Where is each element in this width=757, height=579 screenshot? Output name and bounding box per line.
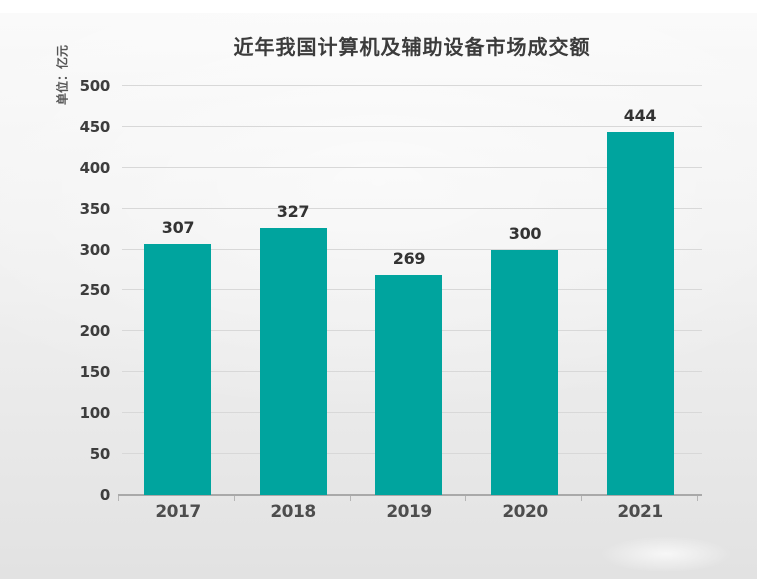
x-tick-label: 2020 xyxy=(502,502,548,522)
y-tick-label: 50 xyxy=(89,445,111,463)
x-tick-label: 2017 xyxy=(155,502,201,522)
x-tick-label: 2021 xyxy=(617,502,663,522)
axis-tick xyxy=(581,496,582,501)
bar xyxy=(375,275,442,495)
y-tick-label: 350 xyxy=(79,200,111,218)
bar xyxy=(260,228,327,495)
axis-tick xyxy=(465,496,466,501)
bar-value-label: 269 xyxy=(392,249,426,268)
chart-title: 近年我国计算机及辅助设备市场成交额 xyxy=(233,35,591,59)
bar xyxy=(491,250,558,495)
bar xyxy=(607,132,674,495)
gridline xyxy=(122,249,702,250)
axis-tick xyxy=(234,496,235,501)
axis-tick xyxy=(350,496,351,501)
y-tick-label: 400 xyxy=(79,159,111,177)
bar xyxy=(144,244,211,495)
plot-area: 0 50 100 150 200 250 300 350 400 450 500 307 2017 327… xyxy=(80,77,702,522)
bar-value-label: 327 xyxy=(276,202,310,221)
x-tick-label: 2019 xyxy=(386,502,432,522)
y-axis-unit-label: 单位：亿元 xyxy=(55,44,70,106)
y-tick-label: 200 xyxy=(79,322,111,340)
x-tick-label: 2018 xyxy=(270,502,316,522)
gridline xyxy=(122,208,702,209)
y-tick-label: 450 xyxy=(79,118,111,136)
gridline xyxy=(122,167,702,168)
bar-value-label: 300 xyxy=(508,224,542,243)
x-axis-line xyxy=(118,494,702,496)
watermark xyxy=(575,529,757,579)
y-tick-label: 150 xyxy=(79,363,111,381)
axis-tick xyxy=(697,496,698,501)
y-tick-label: 250 xyxy=(79,281,111,299)
y-tick-label: 300 xyxy=(79,241,111,259)
bar-value-label: 444 xyxy=(623,106,657,125)
y-tick-label: 0 xyxy=(99,486,110,504)
gridline xyxy=(122,85,702,86)
y-tick-label: 100 xyxy=(79,404,111,422)
chart-panel: 近年我国计算机及辅助设备市场成交额 单位：亿元 0 50 100 150 200 250 3… xyxy=(0,13,757,579)
y-tick-label: 500 xyxy=(79,77,111,95)
axis-tick xyxy=(118,496,119,501)
bar-value-label: 307 xyxy=(161,218,195,237)
gridline xyxy=(122,126,702,127)
